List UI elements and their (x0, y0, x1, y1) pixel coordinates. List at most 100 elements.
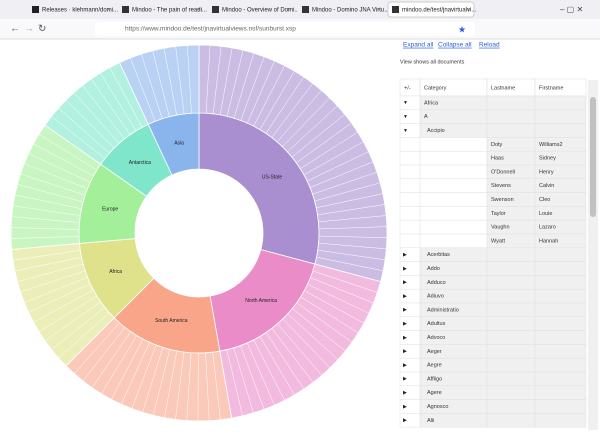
category-cell: Africa (424, 100, 439, 106)
header-label: +/- (404, 85, 411, 91)
firstname-cell: Williams2 (539, 142, 563, 148)
category-cell: Adultus (427, 321, 446, 327)
cell (535, 386, 586, 400)
reload-button[interactable]: ↻ (38, 24, 46, 35)
category-cell: Adduco (427, 280, 446, 286)
lastname-cell: Haas (491, 156, 504, 162)
cell (400, 179, 420, 193)
segment-label: Asia (174, 141, 184, 147)
toggle[interactable]: ▶ (403, 321, 407, 327)
cell (400, 151, 420, 165)
toggle[interactable]: ▼ (403, 114, 408, 120)
cell (420, 110, 487, 124)
cell (487, 275, 535, 289)
firstname-cell: Lazaro (539, 225, 556, 231)
cell (400, 220, 420, 234)
cell (400, 193, 420, 207)
firstname-cell: Calvin (539, 183, 554, 189)
category-cell: Addo (427, 266, 440, 272)
lastname-cell: Stevens (491, 183, 511, 189)
firstname-cell: Sidney (539, 156, 556, 162)
toggle[interactable]: ▶ (403, 390, 407, 396)
firstname-cell: Henry (539, 169, 554, 175)
cell (420, 234, 487, 248)
cell (487, 110, 535, 124)
category-cell: Accipio (427, 128, 445, 134)
cell (487, 386, 535, 400)
toggle[interactable]: ▶ (403, 376, 407, 382)
cell (420, 165, 487, 179)
tab-close[interactable]: × (467, 8, 471, 14)
tab-close[interactable]: × (107, 8, 111, 14)
firstname-cell: Cleo (539, 197, 550, 203)
cell (420, 151, 487, 165)
tab-close[interactable]: × (287, 8, 291, 14)
cell (535, 400, 586, 414)
tab-close[interactable]: × (197, 8, 201, 14)
toggle[interactable]: ▶ (403, 404, 407, 410)
toggle[interactable]: ▶ (403, 307, 407, 313)
category-cell: Advoco (427, 335, 445, 341)
tab-icon (392, 6, 399, 13)
cell (535, 124, 586, 138)
cell (487, 317, 535, 331)
segment-label: Europe (102, 207, 118, 213)
cell (420, 179, 487, 193)
cell (420, 137, 487, 151)
window-controls[interactable]: – ▢ ✕ (560, 5, 583, 14)
cell (420, 206, 487, 220)
cell (487, 413, 535, 427)
url: https://www.mindoo.de/test/jnavirtualvie… (125, 26, 296, 33)
toggle[interactable]: ▼ (403, 128, 408, 134)
tab-title: mindoo.de/test/jnavirtualvi... (402, 8, 477, 14)
category-cell: Aeger (427, 349, 442, 355)
category-cell: Administratio (427, 307, 459, 313)
bookmark-star[interactable]: ★ (458, 24, 466, 34)
category-cell: Alii (427, 418, 434, 424)
toggle[interactable]: ▶ (403, 349, 407, 355)
lastname-cell: Doty (491, 142, 503, 148)
cell (535, 262, 586, 276)
cell (535, 331, 586, 345)
toggle[interactable]: ▶ (403, 280, 407, 286)
toggle[interactable]: ▶ (403, 418, 407, 424)
cell (400, 234, 420, 248)
cell (535, 413, 586, 427)
cell (535, 289, 586, 303)
category-cell: Affligo (427, 376, 442, 382)
firstname-cell: Louie (539, 211, 552, 217)
cell (487, 262, 535, 276)
cell (535, 317, 586, 331)
cell (535, 96, 586, 110)
header-label: Lastname (491, 85, 515, 91)
toolbar-link[interactable]: Collapse all (438, 42, 472, 49)
category-cell: Aegre (427, 363, 442, 369)
cell (487, 124, 535, 138)
toggle[interactable]: ▶ (403, 293, 407, 299)
lastname-cell: Swenson (491, 197, 514, 203)
toggle[interactable]: ▶ (403, 252, 407, 258)
cell (400, 165, 420, 179)
segment-label: Africa (109, 269, 122, 275)
tab-icon (32, 6, 39, 13)
toolbar-link[interactable]: Reload (479, 42, 500, 49)
toggle[interactable]: ▶ (403, 266, 407, 272)
cell (535, 344, 586, 358)
cell (487, 344, 535, 358)
cell (400, 206, 420, 220)
cell (487, 358, 535, 372)
cell (535, 248, 586, 262)
back-button[interactable]: ← (10, 24, 20, 35)
lastname-cell: Wyatt (491, 238, 505, 244)
forward-button[interactable]: → (24, 24, 34, 35)
toggle[interactable]: ▶ (403, 362, 407, 368)
tab-close[interactable]: × (377, 8, 381, 14)
toggle[interactable]: ▼ (403, 100, 408, 106)
scroll-thumb[interactable] (590, 97, 596, 217)
toggle[interactable]: ▶ (403, 335, 407, 341)
category-cell: Agere (427, 390, 442, 396)
lastname-cell: Vaughn (491, 225, 510, 231)
toolbar-link[interactable]: Expand all (403, 42, 434, 49)
cell (487, 400, 535, 414)
category-cell: A (424, 114, 428, 120)
